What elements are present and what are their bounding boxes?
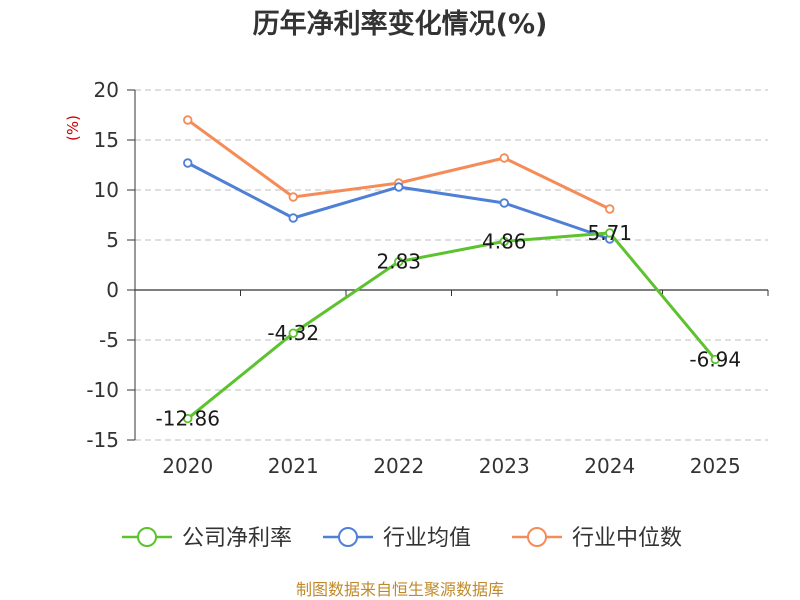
data-label: -12.86: [156, 407, 220, 431]
legend-label: 行业均值: [383, 526, 471, 551]
grid-lines: [135, 89, 768, 441]
axes: 20 15 10 5 0 -5 -10 -15 2020 2021 2022 2023 2024 2025: [86, 78, 769, 478]
data-label: -6.94: [689, 347, 741, 371]
data-point[interactable]: [288, 213, 298, 223]
x-tick-label: 2023: [479, 454, 530, 478]
legend-marker-icon: [137, 527, 157, 547]
data-point[interactable]: [605, 204, 615, 214]
data-point[interactable]: [183, 158, 193, 168]
data-point[interactable]: [288, 328, 298, 338]
legend-item-1[interactable]: 行业均值: [323, 526, 471, 551]
data-point[interactable]: [499, 153, 509, 163]
data-point[interactable]: [288, 192, 298, 202]
legend-marker-icon: [338, 527, 358, 547]
data-labels: -12.86 -4.32 2.83 4.86 5.71 -6.94: [156, 221, 742, 431]
legend-item-2[interactable]: 行业中位数: [512, 526, 682, 551]
y-tick-label: -10: [86, 378, 119, 402]
data-point[interactable]: [183, 115, 193, 125]
data-point[interactable]: [394, 182, 404, 192]
data-label: -4.32: [267, 321, 319, 345]
data-point[interactable]: [605, 228, 615, 238]
y-axis-label: (%): [64, 115, 82, 141]
x-tick-label: 2021: [268, 454, 319, 478]
series-line-1: [187, 161, 611, 241]
y-tick-label: 15: [94, 128, 119, 152]
legend-marker-icon: [527, 527, 547, 547]
data-label: 4.86: [482, 229, 527, 253]
y-tick-label: 10: [94, 178, 119, 202]
series-lines: [183, 115, 720, 424]
y-tick-label: 0: [106, 278, 119, 302]
data-point[interactable]: [499, 198, 509, 208]
y-tick-label: -15: [86, 428, 119, 452]
chart-title: 历年净利率变化情况(%): [253, 8, 548, 40]
legend-label: 行业中位数: [572, 526, 682, 551]
data-point[interactable]: [710, 354, 720, 365]
x-tick-label: 2024: [584, 454, 635, 478]
data-label: 2.83: [376, 250, 421, 274]
x-tick-label: 2022: [373, 454, 424, 478]
series-line-0: [186, 231, 717, 420]
source-note: 制图数据来自恒生聚源数据库: [296, 580, 504, 599]
y-tick-label: 5: [106, 228, 119, 252]
data-point[interactable]: [394, 257, 404, 267]
y-tick-label: 20: [94, 78, 119, 102]
y-tick-label: -5: [99, 328, 119, 352]
legend[interactable]: 公司净利率 行业均值 行业中位数: [122, 526, 682, 551]
legend-item-0[interactable]: 公司净利率: [122, 526, 292, 551]
data-point[interactable]: [183, 413, 193, 424]
x-tick-label: 2025: [690, 454, 741, 478]
x-tick-label: 2020: [162, 454, 213, 478]
data-point[interactable]: [499, 236, 509, 247]
legend-label: 公司净利率: [182, 526, 292, 551]
data-label: 5.71: [587, 221, 632, 245]
